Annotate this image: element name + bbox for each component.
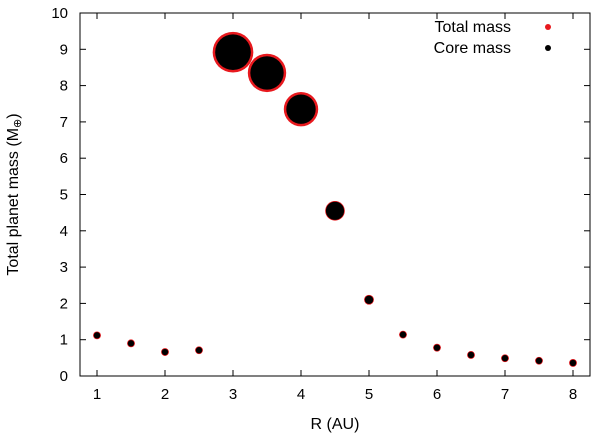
y-axis-label-main: Total planet mass (M bbox=[5, 128, 22, 276]
core-mass-point bbox=[161, 348, 169, 356]
x-tick-label: 8 bbox=[569, 386, 577, 403]
x-tick-label: 1 bbox=[93, 386, 101, 403]
legend: Total mass Core mass bbox=[434, 19, 551, 57]
x-tick-label: 6 bbox=[433, 386, 441, 403]
legend-label-total-mass: Total mass bbox=[435, 19, 511, 36]
legend-marker-total-mass bbox=[545, 24, 551, 30]
core-mass-point bbox=[127, 340, 135, 347]
x-tick-label: 3 bbox=[229, 386, 237, 403]
core-mass-point bbox=[195, 347, 203, 354]
legend-marker-core-mass bbox=[545, 45, 551, 51]
legend-label-core-mass: Core mass bbox=[434, 40, 511, 57]
y-tick-label: 1 bbox=[60, 332, 68, 349]
x-axis-label: R (AU) bbox=[311, 416, 360, 433]
core-mass-point bbox=[286, 94, 316, 124]
x-tick-label: 2 bbox=[161, 386, 169, 403]
y-tick-label: 3 bbox=[60, 259, 68, 276]
y-tick-label: 8 bbox=[60, 78, 68, 95]
y-tick-label: 9 bbox=[60, 41, 68, 58]
y-tick-label: 4 bbox=[60, 223, 68, 240]
y-tick-label: 0 bbox=[60, 368, 68, 385]
plot-frame bbox=[79, 12, 591, 377]
core-mass-point bbox=[501, 355, 509, 362]
y-tick-label: 5 bbox=[60, 187, 68, 204]
axis-ticks: 1 2 3 4 5 6 7 8 0 1 2 3 4 5 6 7 8 9 10 bbox=[51, 5, 590, 403]
x-tick-label: 7 bbox=[501, 386, 509, 403]
y-tick-label: 6 bbox=[60, 150, 68, 167]
core-mass-point bbox=[325, 201, 345, 220]
x-tick-label: 4 bbox=[297, 386, 305, 403]
core-mass-point bbox=[215, 34, 251, 71]
x-tick-label: 5 bbox=[365, 386, 373, 403]
core-mass-point bbox=[569, 359, 577, 367]
core-mass-point bbox=[250, 56, 284, 90]
core-mass-point bbox=[364, 295, 374, 304]
y-axis-label: Total planet mass (M⊕) bbox=[5, 113, 24, 275]
core-mass-point bbox=[433, 344, 441, 351]
y-axis-label-close: ) bbox=[5, 113, 22, 118]
y-tick-label: 2 bbox=[60, 295, 68, 312]
core-mass-point bbox=[467, 351, 475, 359]
y-tick-label: 10 bbox=[51, 5, 68, 22]
core-mass-point bbox=[535, 357, 543, 364]
core-mass-point bbox=[93, 332, 101, 339]
core-mass-point bbox=[399, 331, 407, 338]
y-tick-label: 7 bbox=[60, 114, 68, 131]
data-points bbox=[93, 31, 577, 367]
y-axis-label-subscript: ⊕ bbox=[12, 119, 24, 128]
